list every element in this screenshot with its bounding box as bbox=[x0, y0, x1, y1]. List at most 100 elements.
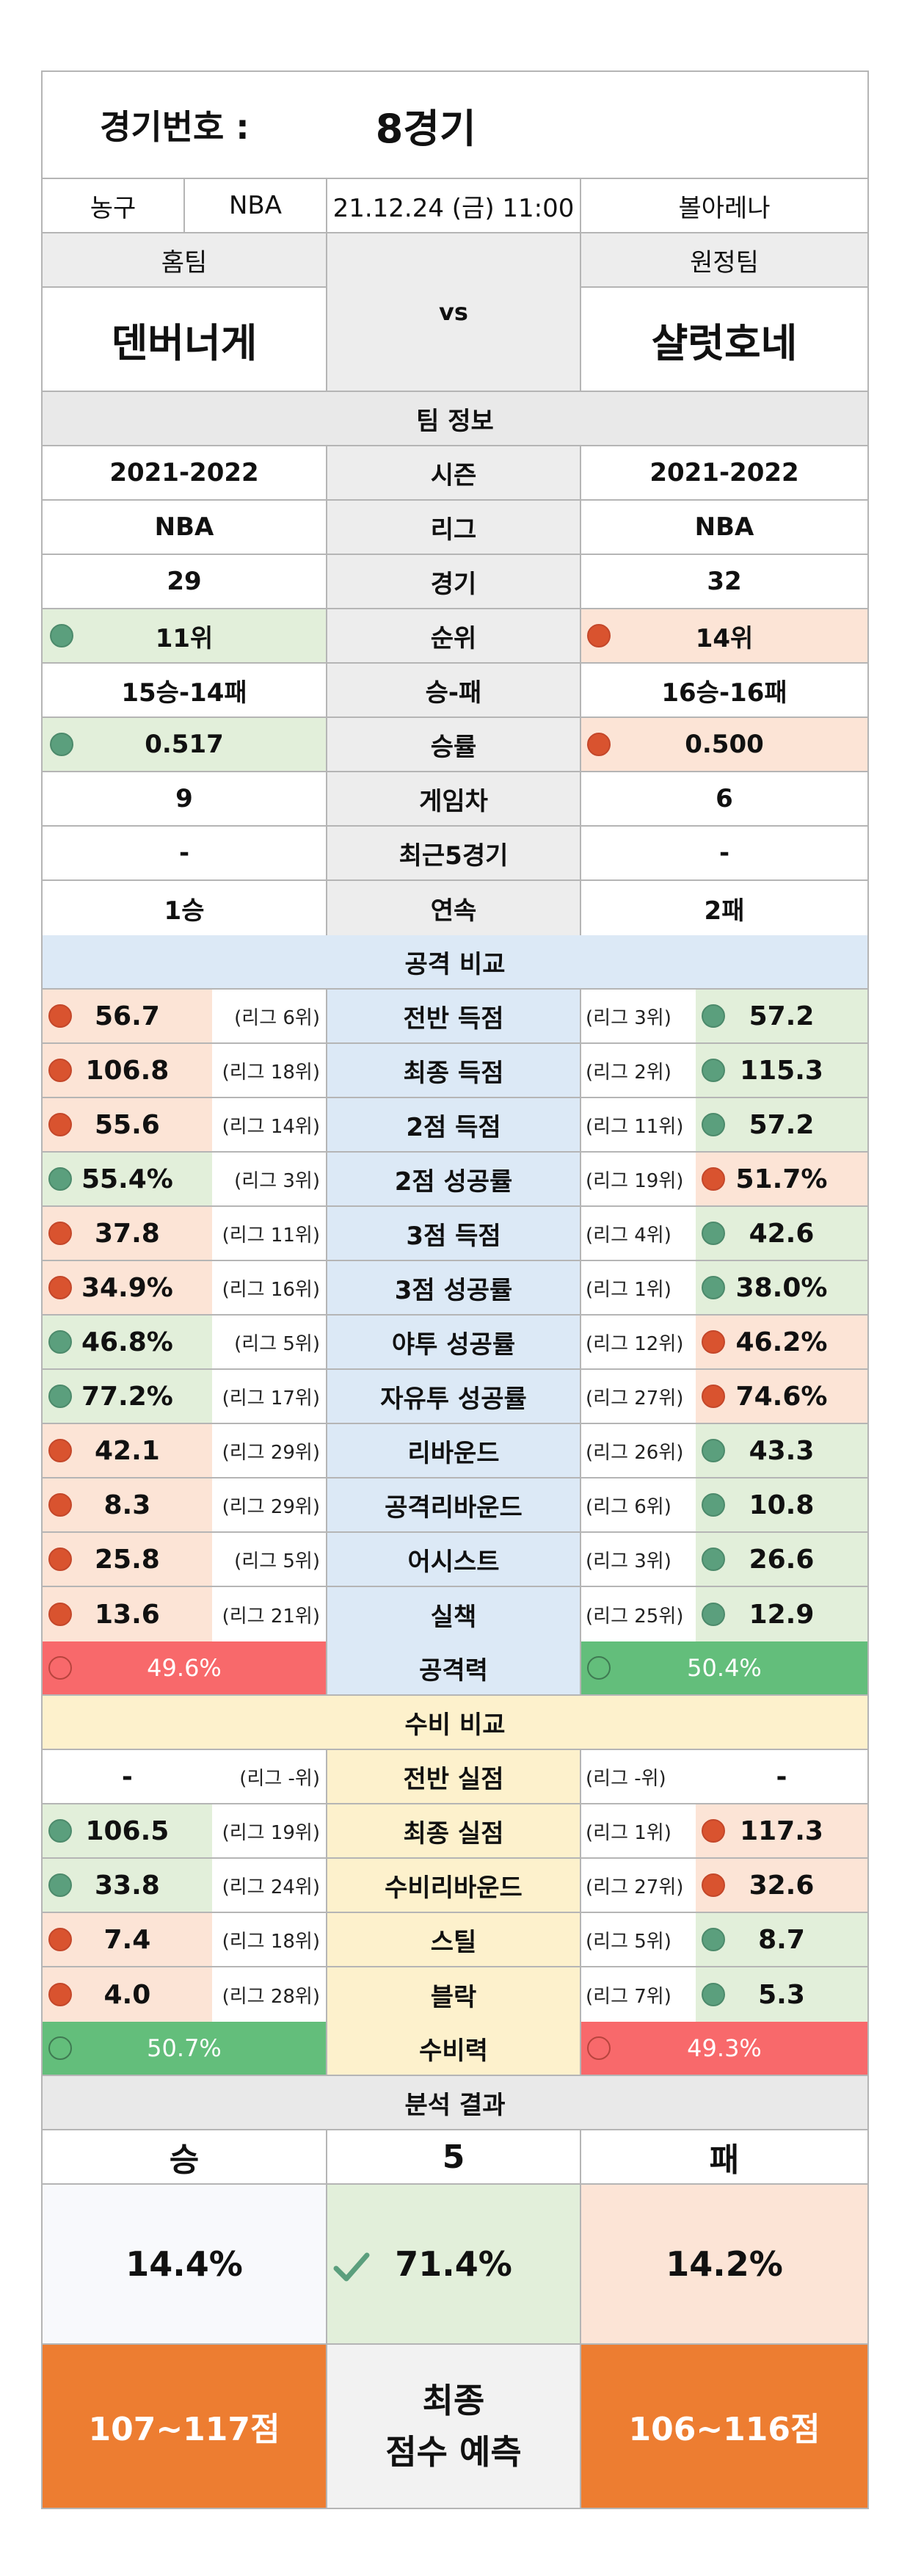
match-number-value: 8경기 bbox=[375, 105, 476, 152]
defense-stat-label: 전반 실점 bbox=[327, 1750, 581, 1803]
away-team-info: 16승-16패 bbox=[581, 664, 867, 716]
team-info-row: 15승-14패 승-패 16승-16패 bbox=[43, 664, 867, 718]
away-attack-value-cell: 10.8 bbox=[696, 1479, 867, 1531]
status-dot-icon bbox=[702, 1113, 725, 1136]
status-dot-icon bbox=[48, 1439, 72, 1462]
lose-pct: 14.2% bbox=[581, 2185, 867, 2343]
home-attack-value-cell: 106.8 bbox=[43, 1044, 212, 1097]
draw-pct-cell: 71.4% bbox=[327, 2185, 581, 2343]
result-title: 분석 결과 bbox=[404, 2090, 506, 2120]
away-attack-value-cell: 51.7% bbox=[696, 1153, 867, 1205]
defense-power-label: 수비력 bbox=[327, 2022, 581, 2075]
home-team-info: NBA bbox=[43, 501, 327, 554]
draw-pct: 71.4% bbox=[395, 2244, 512, 2284]
status-dot-icon bbox=[48, 1330, 72, 1354]
home-team-info-value: 15승-14패 bbox=[121, 678, 247, 708]
away-team-info: 32 bbox=[581, 555, 867, 608]
attack-stat-label: 2점 득점 bbox=[327, 1098, 581, 1151]
defense-row: - (리그 -위) 전반 실점 (리그 -위) - bbox=[43, 1750, 867, 1804]
status-dot-icon bbox=[702, 1330, 725, 1354]
match-datetime: 21.12.24 (금) 11:00 bbox=[327, 179, 581, 232]
away-attack-value: 51.7% bbox=[735, 1164, 828, 1194]
away-attack-rank: (리그 4위) bbox=[586, 1224, 671, 1247]
status-dot-icon bbox=[702, 1276, 725, 1299]
status-dot-icon bbox=[48, 1059, 72, 1082]
home-defense-value-cell: - bbox=[43, 1750, 212, 1803]
home-attack-rank: (리그 5위) bbox=[234, 1550, 320, 1572]
away-defense-value-cell: 8.7 bbox=[696, 1913, 867, 1966]
status-dot-icon bbox=[48, 1004, 72, 1028]
status-dot-icon bbox=[587, 2036, 611, 2060]
defense-stat-label: 스틸 bbox=[327, 1913, 581, 1966]
home-team-info-value: 1승 bbox=[164, 896, 205, 926]
home-attack-value: 13.6 bbox=[94, 1599, 160, 1630]
home-attack-rank: (리그 21위) bbox=[222, 1605, 320, 1628]
status-dot-icon bbox=[48, 1276, 72, 1299]
away-attack-value: 42.6 bbox=[749, 1218, 815, 1249]
home-attack-value: 25.8 bbox=[94, 1544, 160, 1575]
away-defense-rank: (리그 5위) bbox=[586, 1930, 671, 1953]
away-attack-value-cell: 26.6 bbox=[696, 1533, 867, 1586]
status-dot-icon bbox=[702, 1548, 725, 1571]
home-attack-value: 77.2% bbox=[81, 1381, 173, 1412]
status-dot-icon bbox=[48, 1113, 72, 1136]
status-dot-icon bbox=[587, 733, 611, 756]
defense-stat-label: 블락 bbox=[327, 1967, 581, 2022]
sport: 농구 bbox=[43, 179, 185, 232]
status-dot-icon bbox=[50, 733, 73, 756]
home-attack-power: 49.6% bbox=[43, 1641, 327, 1694]
team-info-label: 승-패 bbox=[327, 664, 581, 716]
attack-row: 25.8 (리그 5위) 어시스트 (리그 3위) 26.6 bbox=[43, 1533, 867, 1587]
team-info-header: 팀 정보 bbox=[43, 392, 867, 446]
away-defense-rank: (리그 1위) bbox=[586, 1821, 671, 1844]
team-info-row: NBA 리그 NBA bbox=[43, 501, 867, 555]
away-attack-value-cell: 38.0% bbox=[696, 1261, 867, 1314]
defense-title: 수비 비교 bbox=[404, 1710, 506, 1740]
status-dot-icon bbox=[702, 1167, 725, 1191]
away-defense-value-cell: 5.3 bbox=[696, 1967, 867, 2022]
status-dot-icon bbox=[587, 1656, 611, 1680]
team-info-label: 연속 bbox=[327, 881, 581, 935]
home-team-info-value: 2021-2022 bbox=[109, 458, 259, 487]
home-defense-value-cell: 4.0 bbox=[43, 1967, 212, 2022]
status-dot-icon bbox=[702, 1439, 725, 1462]
team-info-row: 9 게임차 6 bbox=[43, 772, 867, 827]
defense-header: 수비 비교 bbox=[43, 1696, 867, 1750]
attack-header: 공격 비교 bbox=[43, 935, 867, 990]
defense-stat-label: 수비리바운드 bbox=[327, 1859, 581, 1912]
away-attack-rank: (리그 1위) bbox=[586, 1278, 671, 1301]
away-attack-rank: (리그 3위) bbox=[586, 1006, 671, 1029]
home-team-info: - bbox=[43, 827, 327, 879]
defense-power-row: 50.7% 수비력 49.3% bbox=[43, 2022, 867, 2076]
away-team-info-value: 32 bbox=[707, 567, 742, 596]
status-dot-icon bbox=[50, 624, 73, 647]
venue: 볼아레나 bbox=[678, 193, 771, 223]
status-dot-icon bbox=[48, 1548, 72, 1571]
away-team-info: 6 bbox=[581, 772, 867, 825]
home-defense-value: 7.4 bbox=[103, 1924, 151, 1955]
team-info-label: 게임차 bbox=[327, 772, 581, 825]
status-dot-icon bbox=[702, 1493, 725, 1517]
status-dot-icon bbox=[702, 1819, 725, 1843]
away-attack-value: 10.8 bbox=[749, 1490, 815, 1520]
attack-row: 56.7 (리그 6위) 전반 득점 (리그 3위) 57.2 bbox=[43, 990, 867, 1044]
away-attack-value: 38.0% bbox=[735, 1272, 828, 1303]
defense-row: 7.4 (리그 18위) 스틸 (리그 5위) 8.7 bbox=[43, 1913, 867, 1967]
home-score-prediction: 107~117점 bbox=[43, 2345, 327, 2508]
status-dot-icon bbox=[702, 1983, 725, 2006]
away-team-info-value: 2021-2022 bbox=[649, 458, 799, 487]
home-attack-rank: (리그 29위) bbox=[222, 1441, 320, 1464]
status-dot-icon bbox=[48, 1983, 72, 2006]
away-team-info: 2021-2022 bbox=[581, 446, 867, 499]
away-attack-value-cell: 74.6% bbox=[696, 1370, 867, 1423]
away-team-info: - bbox=[581, 827, 867, 879]
home-attack-value-cell: 46.8% bbox=[43, 1316, 212, 1368]
attack-stat-label: 자유투 성공률 bbox=[327, 1370, 581, 1423]
away-defense-power: 49.3% bbox=[581, 2022, 867, 2075]
home-attack-rank: (리그 5위) bbox=[234, 1332, 320, 1355]
away-defense-value-cell: 32.6 bbox=[696, 1859, 867, 1912]
attack-row: 55.6 (리그 14위) 2점 득점 (리그 11위) 57.2 bbox=[43, 1098, 867, 1153]
team-info-row: - 최근5경기 - bbox=[43, 827, 867, 881]
away-attack-value-cell: 46.2% bbox=[696, 1316, 867, 1368]
home-team-info: 9 bbox=[43, 772, 327, 825]
